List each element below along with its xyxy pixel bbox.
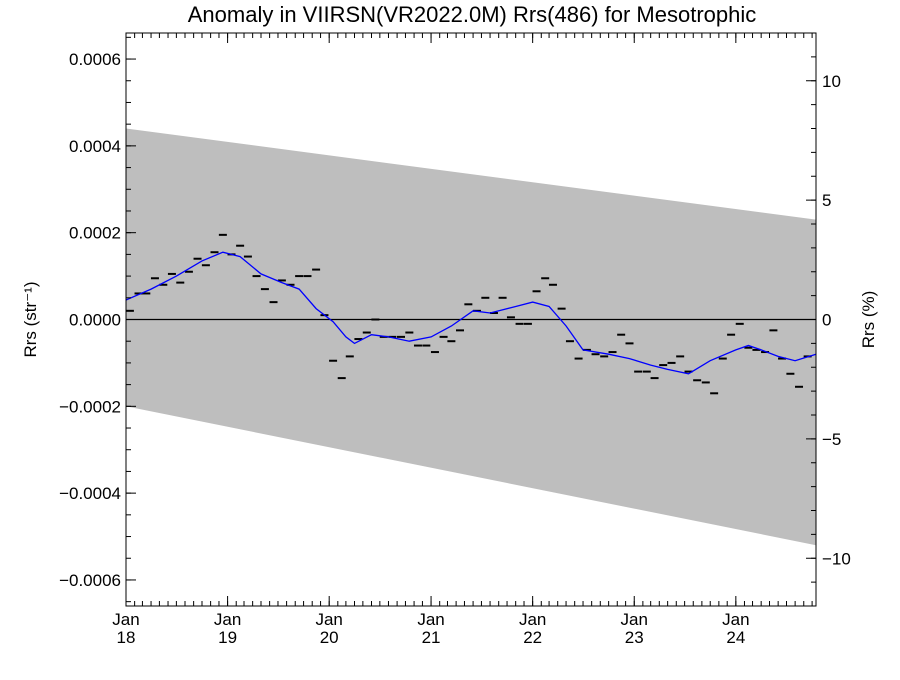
x-tick-label-month: Jan	[417, 610, 444, 629]
x-tick-label-year: 22	[523, 628, 542, 647]
x-tick-label-month: Jan	[112, 610, 139, 629]
x-tick-label-year: 20	[320, 628, 339, 647]
running-mean-line	[125, 251, 817, 375]
y-axis-label-left-text: Rrs (str	[21, 301, 40, 357]
y-axis-label-left: Rrs (str⁻¹)	[21, 281, 40, 357]
x-tick-label-month: Jan	[315, 610, 342, 629]
y-tick-label-left: 0.0000	[69, 311, 121, 330]
y-tick-label-right: 10	[822, 72, 841, 91]
chart-title: Anomaly in VIIRSN(VR2022.0M) Rrs(486) fo…	[188, 2, 757, 27]
x-tick-label-month: Jan	[519, 610, 546, 629]
plot-area: 0.0006 0.0004 0.0002 0.0000 −0.0002 −0.0004 −0…	[59, 32, 851, 647]
y-tick-label-left: 0.0004	[69, 137, 121, 156]
y-tick-label-right: 5	[822, 191, 831, 210]
y-tick-label-right: −10	[822, 549, 851, 568]
x-tick-label-year: 18	[117, 628, 136, 647]
x-tick-label-year: 21	[422, 628, 441, 647]
y-tick-label-right: −5	[822, 430, 841, 449]
x-tick-label-month: Jan	[214, 610, 241, 629]
y-tick-label-left: 0.0002	[69, 224, 121, 243]
y-tick-label-left: −0.0004	[59, 484, 121, 503]
y-tick-label-left: −0.0002	[59, 397, 121, 416]
x-tick-label-month: Jan	[722, 610, 749, 629]
x-tick-label-month: Jan	[621, 610, 648, 629]
y-tick-label-right: 0	[822, 311, 831, 330]
y-axis-label-left-close: )	[21, 281, 40, 287]
x-tick-label-year: 24	[726, 628, 745, 647]
y-tick-label-left: 0.0006	[69, 50, 121, 69]
y-axis-label-left-exponent: ⁻¹	[21, 287, 40, 302]
uncertainty-band	[126, 128, 816, 546]
x-tick-label-year: 19	[218, 628, 237, 647]
y-tick-label-left: −0.0006	[59, 571, 121, 590]
x-tick-label-year: 23	[625, 628, 644, 647]
y-axis-label-right: Rrs (%)	[859, 291, 878, 349]
